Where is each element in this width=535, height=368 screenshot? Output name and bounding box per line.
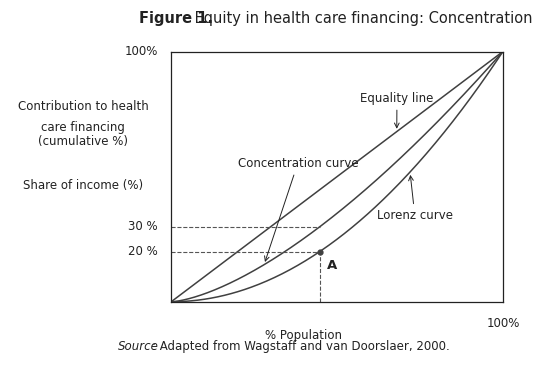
Text: A: A [327,259,338,272]
Text: : Adapted from Wagstaff and van Doorslaer, 2000.: : Adapted from Wagstaff and van Doorslae… [152,340,450,353]
Text: (cumulative %): (cumulative %) [38,135,128,148]
Text: care financing: care financing [41,121,125,134]
Text: Contribution to health: Contribution to health [18,100,148,113]
Text: Source: Source [118,340,158,353]
Text: 20 %: 20 % [128,245,158,258]
Text: Share of income (%): Share of income (%) [23,179,143,192]
Text: Lorenz curve: Lorenz curve [377,176,453,222]
Text: % Population: % Population [265,329,342,342]
Text: Equity in health care financing: Concentration and Lorenz curves: Equity in health care financing: Concent… [190,11,535,26]
Text: Equality line: Equality line [360,92,434,128]
Text: 100%: 100% [486,317,519,330]
Text: Concentration curve: Concentration curve [238,157,358,261]
Text: Figure 1.: Figure 1. [139,11,213,26]
Text: 30 %: 30 % [128,220,158,233]
Text: 100%: 100% [125,45,158,58]
